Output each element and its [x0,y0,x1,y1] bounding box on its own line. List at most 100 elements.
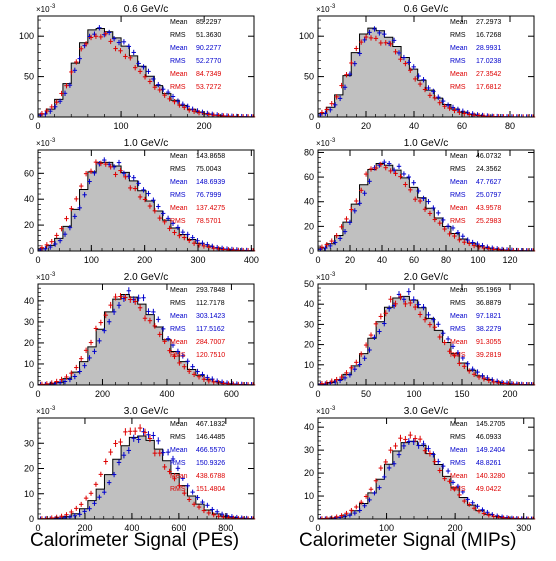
stat-label: RMS [450,166,466,173]
x-tick-label: 20 [345,255,355,265]
stat-label: Mean [170,45,188,52]
stat-label: Mean [170,71,188,78]
stat-label: RMS [170,166,186,173]
stat-label: RMS [170,32,186,39]
x-tick-label: 100 [114,121,129,131]
x-tick-label: 400 [124,523,139,533]
x-tick-label: 80 [505,121,515,131]
histogram-bars [317,295,535,386]
y-tick-label: 50 [24,72,34,82]
stat-label: Mean [450,205,468,212]
footer-label-mip: Calorimeter Signal (MIPs) [299,530,517,551]
stat-label: RMS [450,84,466,91]
x-tick-label: 0 [315,523,320,533]
panel-title: 3.0 GeV/c [404,406,448,417]
stat-value: 303.1423 [196,313,225,320]
x-tick-label: 0 [315,121,320,131]
stat-label: RMS [450,58,466,65]
stat-value: 117.5162 [196,326,225,333]
stat-label: Mean [170,153,188,160]
stat-value: 46.0933 [476,434,501,441]
y-exponent-label: ×10 [36,5,50,14]
y-tick-label: 0 [309,514,314,524]
y-exponent-label: ×10 [316,5,330,14]
y-tick-label: 30 [304,319,314,329]
red-data-points [39,31,256,118]
stat-label: RMS [170,58,186,65]
y-tick-label: 80 [304,147,314,157]
stat-value: 150.9326 [196,460,225,467]
stat-label: Mean [170,287,188,294]
panel-title: 1.0 GeV/c [404,138,448,149]
footer-label-pe: Calorimeter Signal (PEs) [30,530,240,551]
x-tick-label: 0 [35,255,40,265]
y-tick-label: 10 [304,491,314,501]
stat-value: 284.7007 [196,339,225,346]
stat-value: 27.2973 [476,19,501,26]
x-tick-label: 100 [470,255,485,265]
y-tick-label: 30 [24,317,34,327]
red-data-points [39,159,256,252]
stat-value: 25.0797 [476,192,501,199]
x-tick-label: 200 [502,389,517,399]
y-exponent-power: -3 [330,4,336,10]
stat-value: 46.0732 [476,153,501,160]
y-tick-label: 100 [299,31,314,41]
stat-value: 16.7268 [476,32,501,39]
stat-value: 17.6812 [476,84,501,91]
y-exponent-label: ×10 [316,273,330,282]
stat-label: RMS [450,32,466,39]
y-tick-label: 10 [24,359,34,369]
x-tick-label: 800 [218,523,233,533]
blue-data-points [318,438,534,520]
x-tick-label: 100 [84,255,99,265]
panel-title: 2.0 GeV/c [404,272,448,283]
stat-value: 120.7510 [196,352,225,359]
histogram-bars [317,163,535,252]
stat-label: Mean [450,19,468,26]
y-exponent-label: ×10 [36,273,50,282]
y-tick-label: 10 [24,489,34,499]
y-tick-label: 50 [304,72,314,82]
stat-value: 137.4275 [196,205,225,212]
stat-label: RMS [450,300,466,307]
stat-label: Mean [450,179,468,186]
y-exponent-power: -3 [330,272,336,278]
x-tick-label: 200 [77,523,92,533]
x-tick-label: 0 [35,389,40,399]
stat-value: 146.4485 [196,434,225,441]
stat-value: 28.9931 [476,45,501,52]
stat-label: RMS [170,218,186,225]
stat-value: 75.0043 [196,166,221,173]
panel-title: 2.0 GeV/c [124,272,168,283]
stat-value: 85.2297 [196,19,221,26]
x-tick-label: 300 [516,523,531,533]
stat-label: RMS [170,434,186,441]
stat-label: Mean [450,447,468,454]
x-tick-label: 0 [35,523,40,533]
x-tick-label: 200 [95,389,110,399]
stat-label: RMS [450,352,466,359]
stat-label: Mean [450,313,468,320]
y-tick-label: 10 [304,360,314,370]
y-tick-label: 0 [29,380,34,390]
x-tick-label: 600 [224,389,239,399]
plot-frame [317,15,535,118]
x-tick-label: 40 [377,255,387,265]
y-tick-label: 20 [304,221,314,231]
stat-value: 143.8658 [196,153,225,160]
y-exponent-label: ×10 [36,139,50,148]
stat-value: 76.7999 [196,192,221,199]
red-data-points [319,431,536,520]
stat-value: 140.3280 [476,473,505,480]
y-exponent-power: -3 [50,272,56,278]
plot-frame [317,283,535,386]
stat-label: RMS [450,326,466,333]
stat-value: 112.7178 [196,300,225,307]
stat-label: Mean [450,339,468,346]
stat-label: RMS [450,434,466,441]
stat-label: Mean [170,339,188,346]
